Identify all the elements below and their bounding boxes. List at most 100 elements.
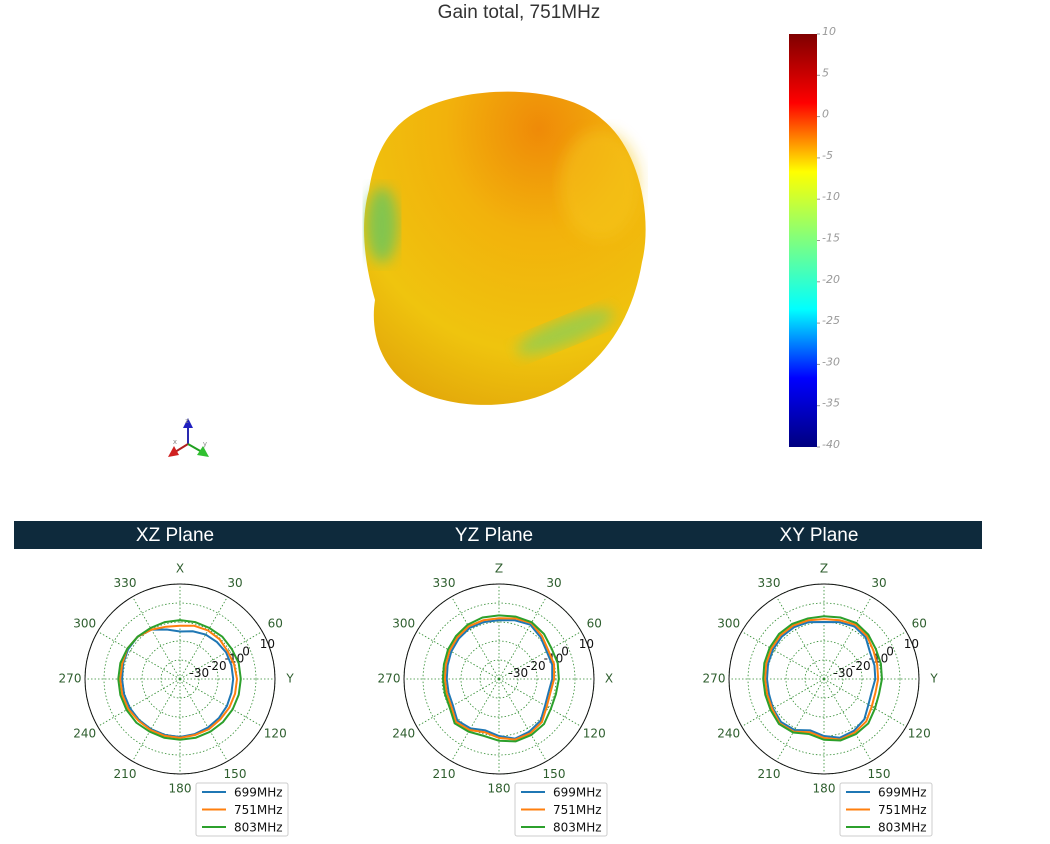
radial-tick-label: -20 (526, 659, 546, 673)
colorbar-tick-label: -10 (822, 190, 840, 203)
angle-tick-label: 30 (546, 576, 561, 590)
series-line (441, 614, 560, 743)
angle-tick-label: 60 (268, 617, 283, 631)
colorbar-tick-label: -25 (822, 314, 840, 327)
section-header (14, 521, 982, 549)
polar-frame (728, 583, 920, 775)
legend-label: 699MHz (553, 786, 602, 800)
angle-tick-label: 330 (758, 576, 781, 590)
angle-tick-label: 210 (114, 767, 137, 781)
radial-tick-label: -30 (190, 666, 210, 680)
legend-box (195, 782, 289, 837)
radial-tick-label: -20 (207, 659, 227, 673)
angle-tick-label: 330 (114, 576, 137, 590)
angle-tick-label: 180 (169, 782, 192, 796)
angle-grid-line (498, 678, 547, 762)
angle-tick-label: 120 (908, 727, 931, 741)
angle-tick-label: Z (495, 562, 503, 576)
legend-label: 699MHz (234, 786, 283, 800)
legend-box (514, 782, 608, 837)
axes-icon-label: z (185, 417, 189, 425)
legend-label: 751MHz (553, 803, 602, 817)
angle-grid-line (97, 631, 181, 680)
radial-grid-line (747, 602, 901, 756)
angle-tick-label: X (176, 562, 184, 576)
angle-tick-label: 300 (717, 617, 740, 631)
legend-box (839, 782, 933, 837)
angle-tick-label: 120 (583, 727, 606, 741)
colorbar-tick-label: -30 (822, 355, 840, 368)
angle-tick-label: 300 (392, 617, 415, 631)
angle-tick-label: 330 (433, 576, 456, 590)
angle-tick-label: Z (820, 562, 828, 576)
radial-grid-line (785, 640, 863, 718)
plot-title: YZ Plane (455, 525, 533, 546)
angle-tick-label: 120 (264, 727, 287, 741)
plot-title: XY Plane (780, 525, 859, 546)
angle-tick-label: Y (929, 672, 938, 686)
colorbar-tick-label: 0 (822, 108, 829, 121)
angle-grid-line (776, 678, 825, 762)
legend-label: 803MHz (553, 821, 602, 835)
legend-label: 751MHz (234, 803, 283, 817)
angle-tick-label: 60 (587, 617, 602, 631)
angle-tick-label: 270 (378, 672, 401, 686)
angle-grid-line (776, 596, 825, 680)
radial-tick-label: -30 (834, 666, 854, 680)
chart-title: Gain total, 751MHz (438, 2, 601, 23)
series-line (765, 620, 877, 739)
radial-tick-label: 10 (579, 637, 594, 651)
axes-icon-label: x (173, 438, 177, 446)
radial-grid-line (422, 602, 576, 756)
angle-tick-label: 300 (73, 617, 96, 631)
radial-grid-line (479, 659, 519, 699)
series-line (764, 618, 880, 741)
angle-tick-label: 60 (912, 617, 927, 631)
legend-label: 751MHz (878, 803, 927, 817)
angle-tick-label: 180 (488, 782, 511, 796)
angle-tick-label: 240 (717, 727, 740, 741)
colorbar-tick-label: 5 (822, 66, 829, 79)
angle-tick-label: 210 (433, 767, 456, 781)
angle-grid-line (132, 596, 181, 680)
colorbar-tick-label: -35 (822, 397, 840, 410)
series-line (443, 617, 556, 741)
angle-tick-label: 180 (813, 782, 836, 796)
colorbar-tick-label: -15 (822, 232, 840, 245)
radial-tick-label: 0 (242, 644, 250, 658)
angle-tick-label: 150 (224, 767, 247, 781)
angle-tick-label: 30 (871, 576, 886, 590)
radial-grid-line (460, 640, 538, 718)
angle-tick-label: 270 (59, 672, 82, 686)
radial-grid-line (804, 659, 844, 699)
radial-grid-line (103, 602, 257, 756)
radial-tick-label: 0 (561, 644, 569, 658)
gain-surface (364, 91, 646, 405)
angle-tick-label: X (605, 672, 613, 686)
radial-tick-label: 10 (904, 637, 919, 651)
plot-title: XZ Plane (136, 525, 214, 546)
radial-grid-line (141, 640, 219, 718)
radial-tick-label: 0 (886, 644, 894, 658)
axes-icon-label: y (203, 440, 207, 448)
angle-tick-label: 30 (227, 576, 242, 590)
colorbar-tick-label: -40 (822, 438, 840, 451)
series-line (762, 615, 883, 742)
axes-icon (168, 418, 209, 457)
series-line (445, 619, 554, 740)
legend-label: 699MHz (878, 786, 927, 800)
angle-grid-line (741, 678, 825, 727)
radial-grid-line (160, 659, 200, 699)
angle-tick-label: 150 (543, 767, 566, 781)
angle-grid-line (741, 631, 825, 680)
radial-tick-label: 10 (260, 637, 275, 651)
angle-tick-label: 210 (758, 767, 781, 781)
angle-grid-line (451, 678, 500, 762)
angle-tick-label: 240 (73, 727, 96, 741)
radial-tick-label: -30 (509, 666, 529, 680)
series-line (117, 619, 242, 741)
series-line (119, 624, 239, 739)
polar-frame (403, 583, 595, 775)
colorbar-tick-label: 10 (822, 25, 836, 38)
